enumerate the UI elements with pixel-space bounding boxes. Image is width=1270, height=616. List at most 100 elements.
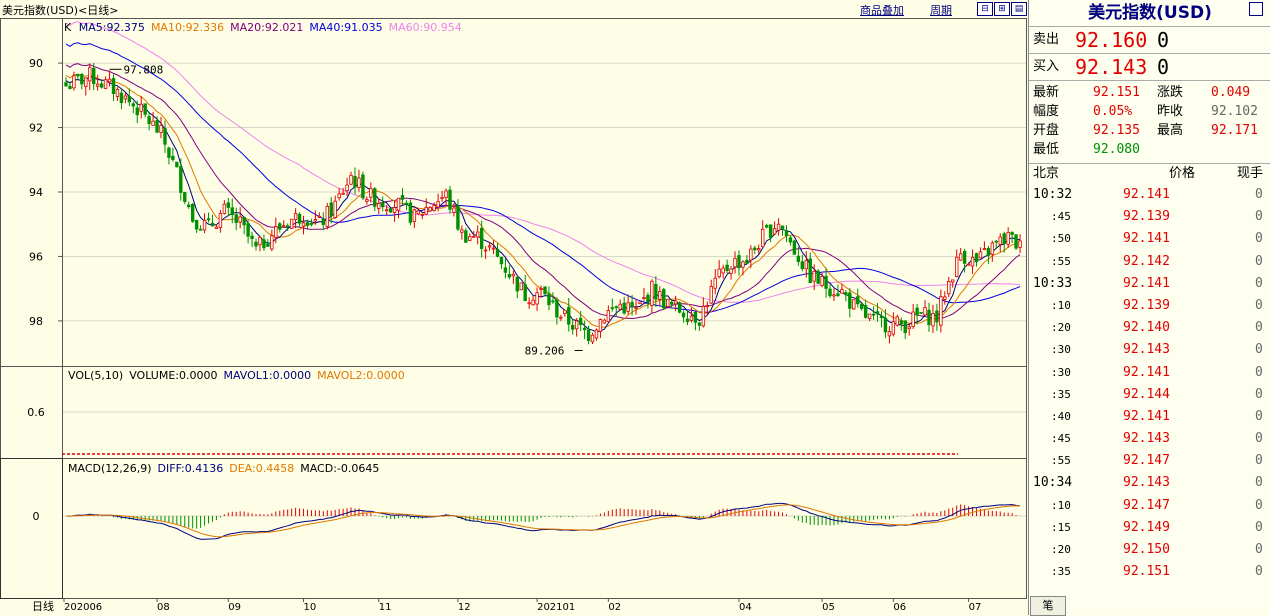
- candle-body: [226, 202, 231, 208]
- candle-body: [270, 235, 274, 250]
- tick-price: 92.147: [1123, 497, 1170, 513]
- tick-qty: 0: [1255, 386, 1263, 402]
- ma10-line: [65, 73, 1021, 328]
- candle-body: [986, 248, 991, 256]
- candle-body: [887, 331, 892, 337]
- x-tick-label: 02: [608, 602, 621, 613]
- overlay-menu-button[interactable]: 商品叠加: [860, 4, 904, 17]
- candle-body: [250, 235, 254, 239]
- macd-selector: [0, 458, 63, 599]
- candle-body: [369, 187, 373, 198]
- candle-body: [297, 213, 302, 224]
- candle-body: [863, 305, 868, 318]
- candle-body: [662, 289, 666, 309]
- period-menu-button[interactable]: 周期: [930, 4, 952, 17]
- tick-row: :20 92.140 0: [1029, 317, 1270, 339]
- candle-body: [456, 205, 460, 230]
- candle-body: [824, 275, 828, 289]
- tick-price: 92.150: [1123, 542, 1170, 557]
- window-toggle-icon[interactable]: [1249, 2, 1263, 16]
- layout-button[interactable]: ▤: [1011, 2, 1027, 16]
- candle-body: [1006, 232, 1010, 245]
- candle-body: [911, 311, 915, 327]
- tick-tab[interactable]: 笔: [1030, 596, 1066, 616]
- candle-body: [416, 210, 421, 215]
- candle-body: [452, 207, 456, 213]
- candle-body: [76, 74, 80, 77]
- candle-body: [119, 92, 124, 103]
- candle-body: [677, 302, 682, 313]
- tick-price: 92.139: [1123, 297, 1170, 313]
- candle-body: [135, 107, 139, 116]
- tick-row: :45 92.143 0: [1029, 428, 1270, 450]
- candle-body: [234, 214, 238, 223]
- tick-row: :50 92.141 0: [1029, 228, 1270, 250]
- candle-body: [701, 305, 706, 327]
- x-tick-label: 04: [739, 602, 752, 613]
- zoom-in-button[interactable]: ⊞: [994, 2, 1010, 16]
- candle-body: [590, 334, 595, 343]
- candle-body: [559, 316, 563, 319]
- tick-time: :55: [1051, 454, 1071, 468]
- stats-row: 最新 92.151 涨跌 0.049: [1029, 83, 1270, 102]
- candle-body: [915, 307, 919, 316]
- tick-time: :55: [1051, 254, 1071, 268]
- candle-body: [804, 260, 808, 270]
- candle-body: [420, 214, 424, 216]
- candle-body: [349, 175, 353, 185]
- sidebar-title-text: 美元指数(USD): [1088, 3, 1212, 23]
- candle-body: [955, 256, 959, 278]
- candle-body: [800, 261, 805, 270]
- candle-body: [947, 280, 951, 295]
- candle-body: [669, 301, 674, 305]
- candle-body: [147, 116, 151, 125]
- tick-qty: 0: [1255, 275, 1263, 291]
- candle-body: [159, 124, 163, 133]
- candle-body: [218, 213, 223, 228]
- tick-time: :30: [1051, 365, 1071, 379]
- tick-time: :15: [1051, 520, 1071, 534]
- quote-sidebar: 美元指数(USD) 卖出 92.160 0 买入 92.143 0 最新 92.1…: [1028, 0, 1270, 615]
- candle-body: [317, 215, 322, 218]
- tick-price: 92.141: [1123, 275, 1170, 291]
- candle-body: [107, 78, 112, 83]
- candle-body: [238, 216, 242, 223]
- tick-qty: 0: [1255, 564, 1263, 580]
- candle-body: [92, 67, 96, 85]
- stat-label: 开盘: [1033, 123, 1060, 138]
- stats-row: 开盘 92.135 最高 92.171: [1029, 121, 1270, 140]
- candle-body: [175, 161, 179, 168]
- candle-body: [206, 218, 211, 221]
- candle-body: [436, 201, 440, 208]
- candle-body: [460, 229, 464, 233]
- candle-body: [84, 77, 88, 87]
- candle-body: [123, 95, 128, 100]
- tick-time: :35: [1051, 387, 1071, 401]
- low-marker-label: 89.206: [525, 344, 565, 357]
- vol-y-tick-label: 0.6: [27, 406, 45, 419]
- tick-row: :30 92.141 0: [1029, 362, 1270, 384]
- candle-body: [111, 77, 116, 94]
- candle-body: [464, 230, 468, 243]
- candle-body: [495, 248, 500, 257]
- x-tick-label: 09: [228, 602, 241, 613]
- candle-body: [468, 235, 472, 241]
- tick-header-price: 价格: [1169, 166, 1196, 181]
- tick-table[interactable]: 北京 价格 现手 10:32 92.141 0:45 92.139 0:50 92.141…: [1029, 164, 1270, 583]
- kline-chart[interactable]: 97.808 89.206 98 96 94 92 90 0.6 0 202006 08 09 10 1…: [0, 0, 1028, 615]
- zoom-out-button[interactable]: ⊟: [977, 2, 993, 16]
- tick-time: 10:34: [1033, 475, 1073, 491]
- candle-body: [408, 202, 413, 223]
- candle-body: [907, 326, 911, 330]
- candle-body: [285, 225, 290, 228]
- candle-body: [638, 301, 642, 304]
- candle-body: [305, 222, 310, 226]
- tick-price: 92.147: [1123, 453, 1170, 469]
- candle-body: [309, 223, 314, 225]
- x-tick-label: 202101: [537, 602, 575, 613]
- candle-body: [879, 315, 884, 319]
- candle-body: [586, 329, 591, 342]
- candle-body: [222, 203, 227, 214]
- candle-body: [131, 103, 135, 107]
- tick-qty: 0: [1255, 187, 1263, 202]
